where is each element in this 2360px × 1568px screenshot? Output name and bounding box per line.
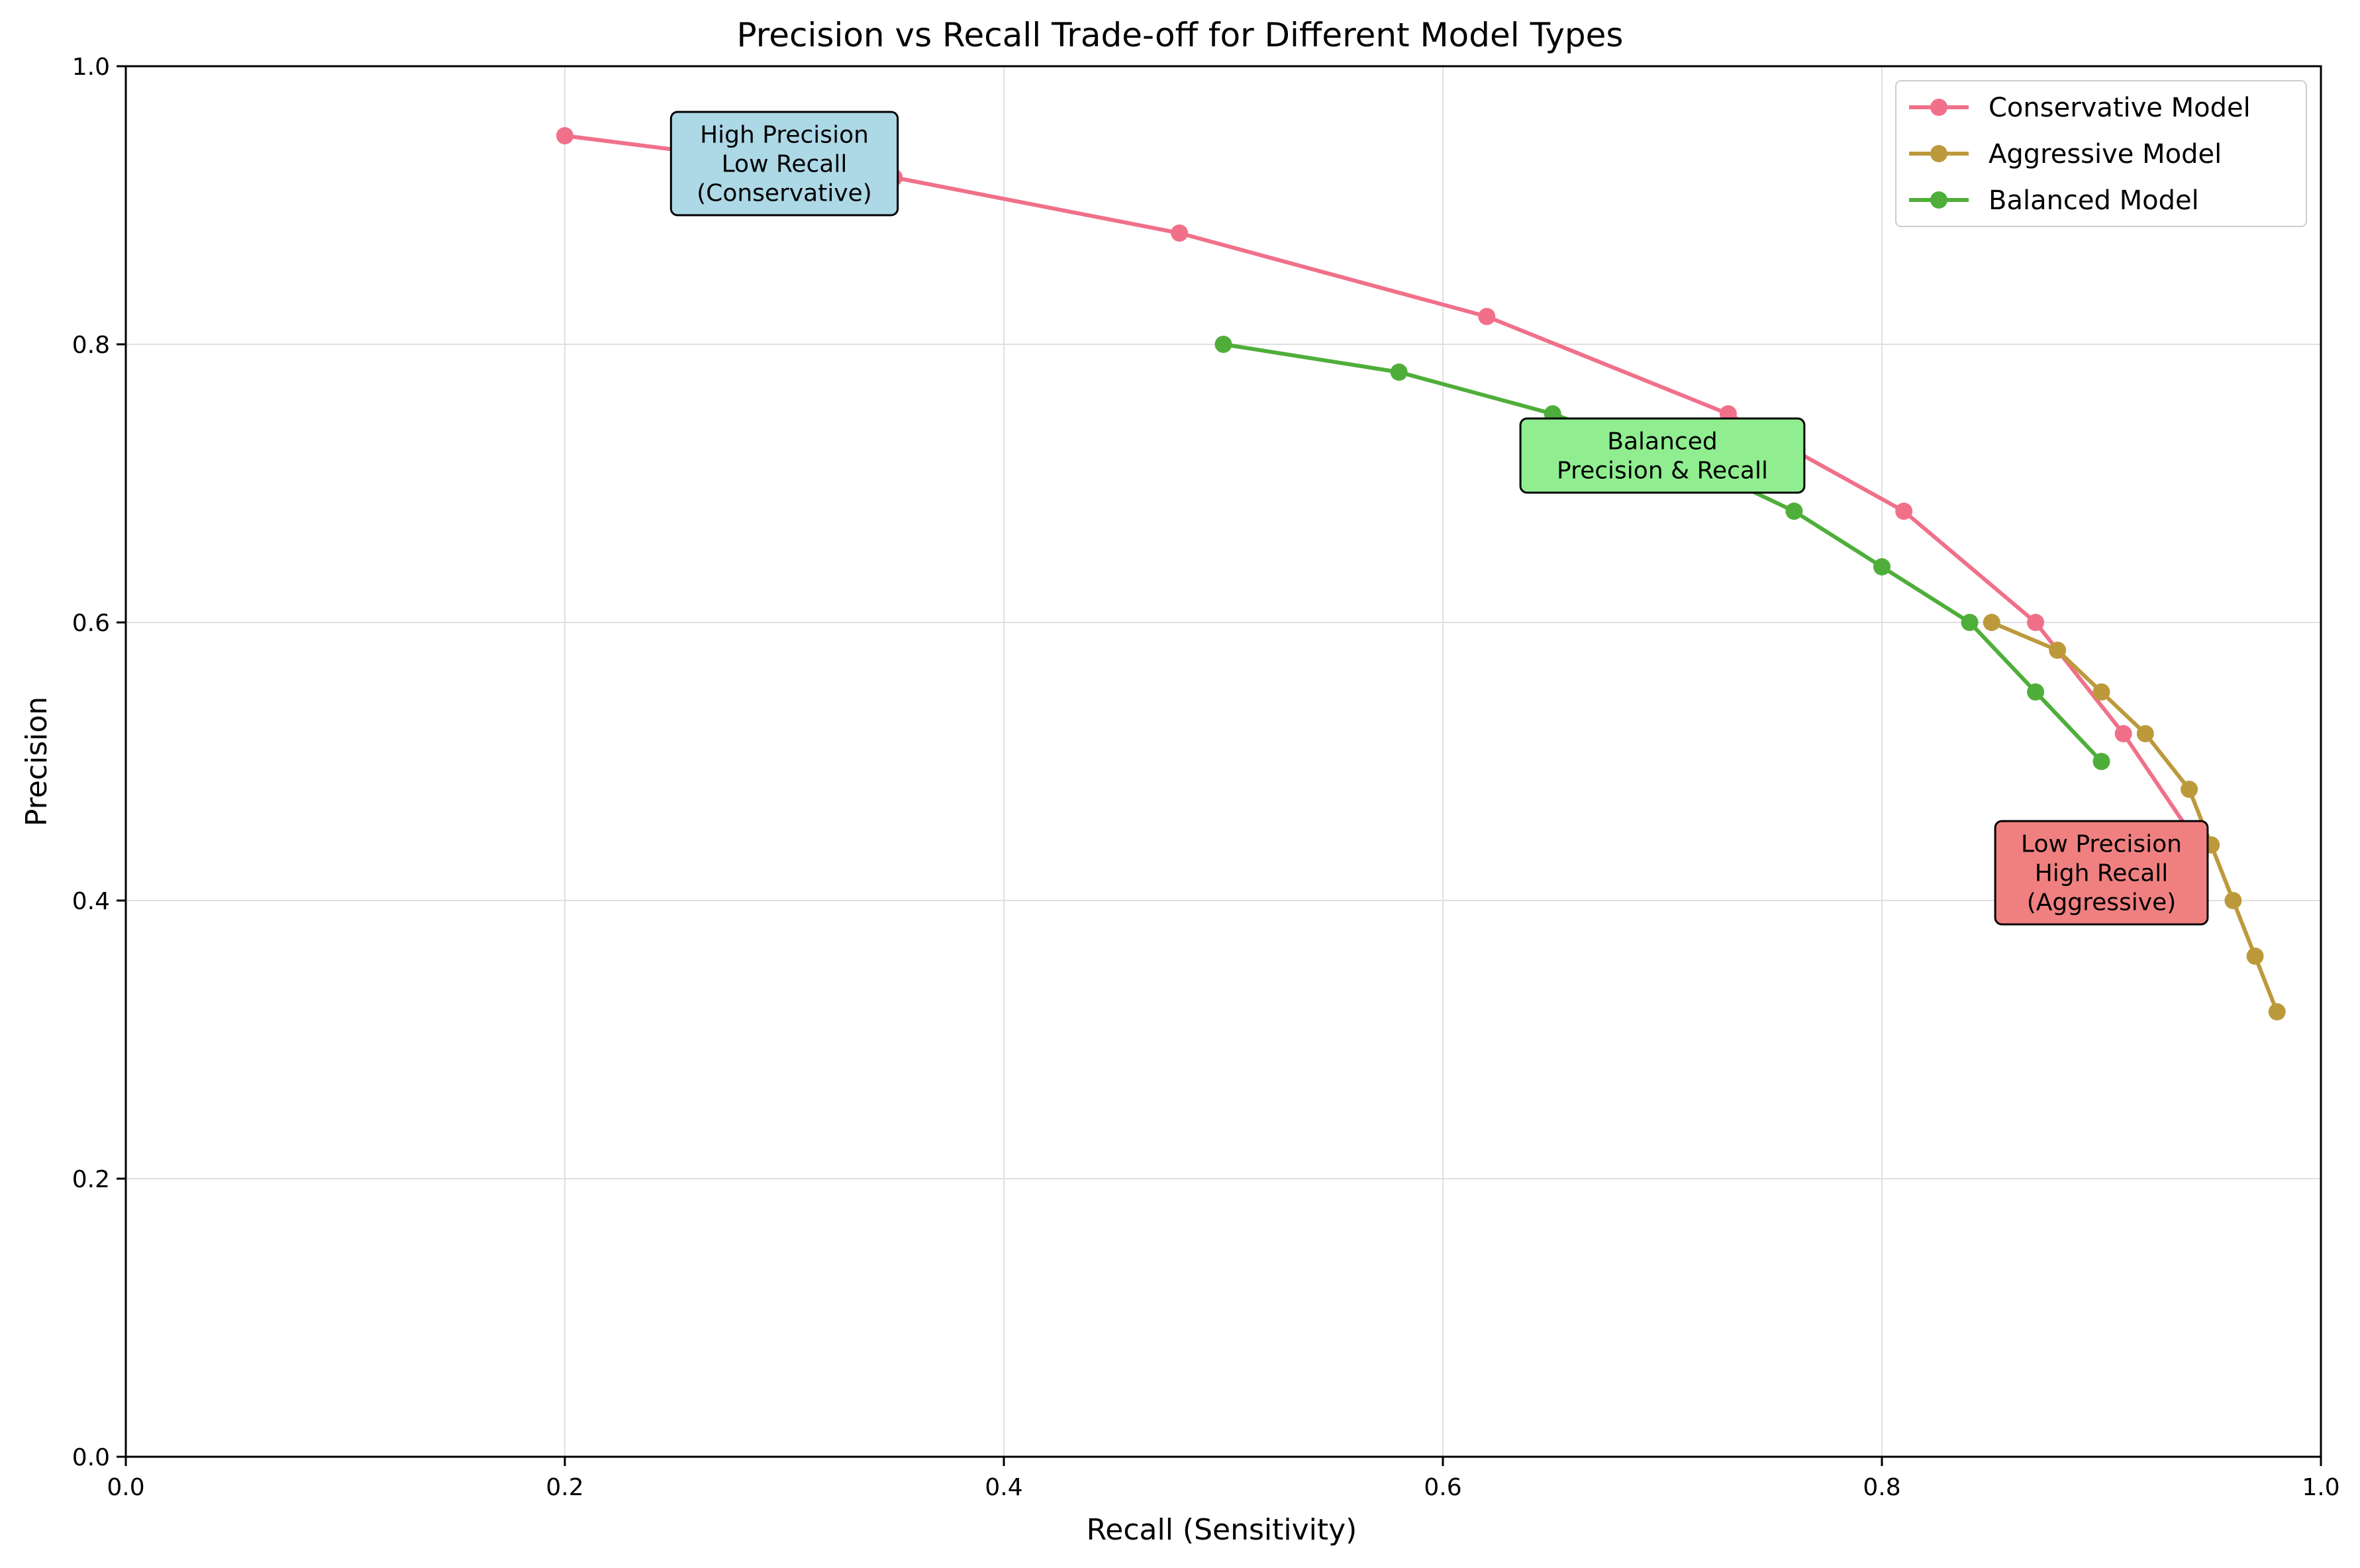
series-2-point-5 xyxy=(1873,558,1891,575)
series-0-point-7 xyxy=(2114,725,2132,742)
y-tick-label-5: 1.0 xyxy=(72,54,110,81)
y-tick-label-1: 0.2 xyxy=(72,1166,110,1193)
chart-title: Precision vs Recall Trade-off for Differ… xyxy=(737,16,1624,54)
legend-label-1: Aggressive Model xyxy=(1989,139,2222,170)
series-2-point-7 xyxy=(2027,683,2045,701)
series-1-point-6 xyxy=(2224,892,2242,909)
annotation-0-line-1: Low Recall xyxy=(722,150,848,177)
legend-label-0: Conservative Model xyxy=(1989,93,2251,123)
x-tick-label-3: 0.6 xyxy=(1424,1474,1461,1501)
series-0-point-2 xyxy=(1171,224,1189,242)
annotation-1-line-1: Precision & Recall xyxy=(1557,457,1768,484)
annotation-1-line-0: Balanced xyxy=(1607,428,1717,455)
y-tick-label-0: 0.0 xyxy=(72,1444,110,1471)
legend-marker-0 xyxy=(1930,99,1947,116)
annotation-box-2 xyxy=(1994,820,2209,926)
series-layer xyxy=(556,127,2286,1020)
legend-label-2: Balanced Model xyxy=(1989,185,2199,216)
series-1-point-7 xyxy=(2246,948,2264,965)
annotation-2-line-2: (Aggressive) xyxy=(2027,889,2177,916)
tick-layer: 0.0 0.2 0.4 0.6 0.8 1.0 0.0 0.2 0.4 0.6 0.8 1.0 xyxy=(72,54,2340,1501)
y-tick-label-3: 0.6 xyxy=(72,610,110,637)
series-1-point-8 xyxy=(2268,1003,2286,1020)
series-0-point-3 xyxy=(1478,308,1496,325)
x-axis-label: Recall (Sensitivity) xyxy=(1087,1513,1357,1547)
series-2 xyxy=(1214,336,2110,770)
plot-frame xyxy=(124,65,2322,1458)
series-2-point-8 xyxy=(2092,753,2110,770)
y-tick-label-4: 0.8 xyxy=(72,332,110,359)
legend-marker-1 xyxy=(1930,145,1947,162)
legend: Conservative Model Aggressive Model Balanc… xyxy=(1895,80,2307,227)
annotation-box-1 xyxy=(1519,417,1806,494)
series-2-point-1 xyxy=(1390,364,1408,381)
series-2-point-4 xyxy=(1785,503,1803,520)
y-axis-label: Precision xyxy=(20,697,54,826)
series-1-point-4 xyxy=(2181,781,2198,798)
x-tick-label-5: 1.0 xyxy=(2302,1474,2339,1501)
series-1-point-3 xyxy=(2136,725,2154,742)
series-0-point-5 xyxy=(1895,503,1913,520)
annotation-2-line-1: High Recall xyxy=(2035,859,2169,887)
annotation-2-line-0: Low Precision xyxy=(2021,830,2182,858)
series-0-point-0 xyxy=(556,127,573,144)
x-tick-label-2: 0.4 xyxy=(985,1474,1022,1501)
series-2-point-0 xyxy=(1214,336,1232,353)
x-tick-label-0: 0.0 xyxy=(107,1474,144,1501)
series-1-point-2 xyxy=(2092,683,2110,701)
annotation-box-0 xyxy=(669,111,899,217)
legend-box xyxy=(1895,80,2307,227)
y-tick-label-2: 0.4 xyxy=(72,888,110,915)
legend-marker-2 xyxy=(1930,191,1947,209)
series-1-point-0 xyxy=(1983,614,2000,631)
annotation-0-line-0: High Precision xyxy=(700,121,869,148)
series-1-point-1 xyxy=(2049,642,2067,659)
x-tick-label-1: 0.2 xyxy=(546,1474,583,1501)
annotation-0-line-2: (Conservative) xyxy=(697,179,872,207)
x-tick-label-4: 0.8 xyxy=(1863,1474,1900,1501)
series-2-point-6 xyxy=(1961,614,1979,631)
series-0-point-6 xyxy=(2027,614,2045,631)
